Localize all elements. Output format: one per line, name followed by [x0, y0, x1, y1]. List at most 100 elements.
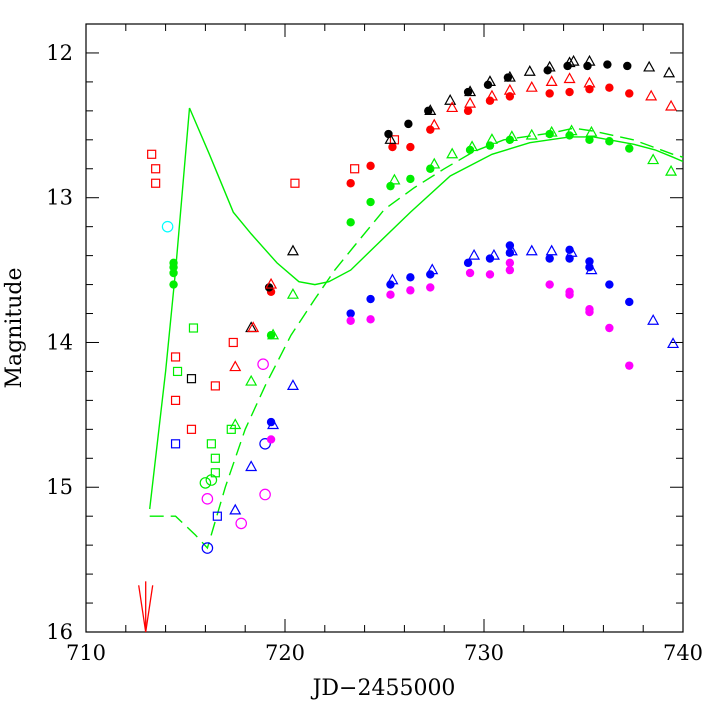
point-filled-circle	[585, 84, 594, 94]
point-filled-circle	[406, 142, 415, 152]
point-open-triangle	[464, 96, 477, 108]
x-axis-title: JD−2455000	[311, 676, 456, 701]
point-open-triangle	[247, 321, 260, 333]
point-open-triangle	[645, 89, 658, 101]
point-open-circle	[257, 358, 269, 370]
point-filled-circle	[565, 290, 574, 299]
point-open-triangle	[585, 263, 598, 275]
point-open-triangle	[667, 337, 680, 349]
point-open-triangle	[503, 70, 516, 82]
point-filled-circle	[605, 323, 614, 333]
point-open-square	[228, 337, 238, 348]
point-filled-circle	[169, 263, 178, 272]
point-filled-circle	[625, 89, 634, 98]
point-open-triangle	[426, 263, 439, 275]
point-filled-circle	[386, 290, 395, 299]
point-open-triangle	[464, 85, 477, 97]
point-filled-circle	[404, 119, 413, 129]
point-filled-circle	[605, 280, 614, 289]
point-open-triangle	[565, 124, 578, 136]
point-open-triangle	[468, 248, 481, 260]
point-filled-circle	[366, 315, 375, 324]
point-open-triangle	[265, 277, 278, 289]
point-open-triangle	[424, 104, 437, 115]
point-open-triangle	[545, 75, 558, 87]
point-filled-circle	[384, 129, 393, 139]
point-filled-circle	[545, 89, 554, 98]
point-filled-circle	[485, 270, 495, 279]
point-open-square	[186, 424, 197, 434]
point-open-square	[170, 439, 181, 449]
explosion-arrow	[138, 581, 154, 633]
point-open-square	[350, 164, 360, 174]
point-open-triangle	[505, 244, 518, 256]
point-open-triangle	[245, 460, 258, 472]
point-filled-circle	[505, 258, 515, 268]
point-filled-circle	[545, 254, 554, 263]
point-open-square	[206, 439, 216, 449]
point-open-circle	[205, 474, 218, 486]
point-open-triangle	[466, 140, 479, 152]
point-open-triangle	[505, 130, 518, 142]
arrow-head-right	[145, 585, 154, 633]
point-open-triangle	[229, 418, 242, 430]
point-filled-circle	[585, 257, 594, 266]
point-open-square	[210, 468, 220, 478]
point-open-square	[186, 374, 197, 384]
point-filled-circle	[605, 83, 614, 92]
point-open-triangle	[665, 164, 678, 176]
point-open-square	[290, 178, 300, 188]
point-open-square	[151, 164, 161, 174]
y-tick-label: 12	[46, 41, 73, 65]
y-tick-label: 13	[46, 186, 73, 210]
point-filled-circle	[426, 283, 435, 292]
arrow-head-left	[138, 585, 147, 633]
point-filled-circle	[266, 435, 276, 444]
point-filled-circle	[346, 179, 355, 188]
point-open-triangle	[567, 54, 580, 66]
point-open-triangle	[229, 503, 242, 515]
x-tick-label: 740	[663, 641, 703, 665]
y-tick-label: 16	[46, 620, 73, 644]
point-filled-circle	[505, 241, 515, 250]
point-open-triangle	[583, 76, 596, 88]
model-curve-dashed	[149, 127, 684, 550]
point-open-square	[170, 395, 181, 405]
point-filled-circle	[485, 96, 495, 105]
point-open-triangle	[565, 245, 578, 257]
point-filled-circle	[545, 280, 554, 289]
data-points	[147, 54, 680, 554]
point-open-circle	[161, 220, 174, 233]
point-open-square	[170, 352, 181, 362]
point-open-triangle	[428, 157, 441, 169]
point-open-triangle	[267, 328, 280, 340]
point-open-triangle	[545, 244, 558, 256]
point-open-triangle	[525, 80, 538, 92]
point-open-triangle	[388, 173, 401, 185]
point-open-circle	[201, 542, 214, 554]
point-filled-circle	[585, 135, 594, 145]
point-open-square	[226, 424, 236, 434]
point-open-triangle	[525, 244, 538, 256]
point-open-triangle	[485, 133, 498, 144]
point-open-triangle	[583, 54, 596, 66]
point-filled-circle	[346, 218, 355, 227]
point-open-triangle	[663, 66, 676, 78]
point-open-triangle	[245, 374, 258, 386]
point-open-circle	[199, 477, 212, 489]
point-open-circle	[259, 488, 271, 501]
point-filled-circle	[366, 197, 375, 207]
model-curves	[149, 107, 684, 550]
point-open-triangle	[563, 56, 576, 68]
point-filled-circle	[625, 144, 634, 153]
x-tick-label: 710	[66, 641, 106, 665]
point-open-triangle	[229, 360, 242, 372]
point-filled-circle	[426, 270, 435, 279]
point-filled-circle	[605, 137, 614, 146]
point-open-square	[210, 381, 220, 391]
point-filled-circle	[463, 258, 473, 268]
point-open-circle	[235, 517, 248, 530]
point-open-circle	[259, 438, 271, 450]
plot-frame	[85, 23, 684, 633]
point-open-triangle	[545, 125, 558, 137]
